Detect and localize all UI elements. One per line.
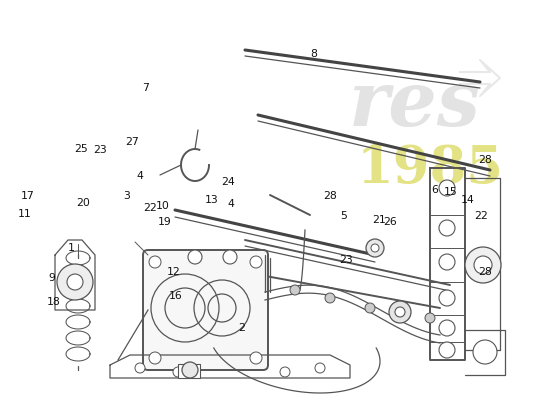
- Text: res: res: [349, 68, 481, 142]
- Text: 22: 22: [474, 211, 488, 221]
- Text: 10: 10: [155, 201, 169, 211]
- Text: 9: 9: [49, 273, 56, 283]
- Text: 20: 20: [76, 198, 91, 208]
- Circle shape: [439, 320, 455, 336]
- Circle shape: [439, 342, 455, 358]
- Circle shape: [425, 313, 435, 323]
- Text: 14: 14: [461, 195, 474, 205]
- Circle shape: [280, 367, 290, 377]
- Circle shape: [400, 310, 410, 320]
- Text: 24: 24: [221, 177, 235, 187]
- Text: 5: 5: [340, 211, 347, 221]
- Circle shape: [135, 363, 145, 373]
- Circle shape: [395, 307, 405, 317]
- Text: 28: 28: [323, 191, 337, 201]
- Text: 1: 1: [68, 243, 75, 253]
- Text: 17: 17: [21, 191, 34, 201]
- Circle shape: [223, 250, 237, 264]
- Text: 4: 4: [137, 171, 144, 181]
- Text: 22: 22: [143, 203, 157, 213]
- Circle shape: [389, 301, 411, 323]
- Text: 28: 28: [478, 155, 492, 165]
- Circle shape: [473, 340, 497, 364]
- Text: 19: 19: [158, 217, 172, 227]
- Circle shape: [371, 244, 379, 252]
- Text: 18: 18: [47, 297, 60, 307]
- Circle shape: [173, 367, 183, 377]
- Circle shape: [67, 274, 83, 290]
- Circle shape: [439, 290, 455, 306]
- Circle shape: [474, 256, 492, 274]
- Text: 23: 23: [93, 145, 107, 155]
- Text: 11: 11: [18, 209, 32, 219]
- Circle shape: [250, 256, 262, 268]
- Text: 28: 28: [478, 267, 492, 277]
- Circle shape: [182, 362, 198, 378]
- Text: 26: 26: [384, 217, 397, 227]
- Text: 16: 16: [169, 291, 183, 301]
- Bar: [178, 364, 200, 378]
- Text: 2: 2: [239, 323, 245, 333]
- Text: 7: 7: [142, 83, 149, 93]
- Circle shape: [325, 293, 335, 303]
- Circle shape: [465, 247, 501, 283]
- FancyBboxPatch shape: [143, 250, 268, 370]
- Circle shape: [439, 220, 455, 236]
- Text: 3: 3: [123, 191, 130, 201]
- Circle shape: [439, 254, 455, 270]
- Circle shape: [149, 352, 161, 364]
- Text: 4: 4: [228, 199, 234, 209]
- Text: 6: 6: [431, 185, 438, 195]
- Circle shape: [365, 303, 375, 313]
- Text: 21: 21: [372, 215, 386, 225]
- Text: 13: 13: [205, 195, 219, 205]
- Circle shape: [439, 180, 455, 196]
- Text: 15: 15: [444, 187, 458, 197]
- Circle shape: [250, 352, 262, 364]
- Circle shape: [366, 239, 384, 257]
- Text: 27: 27: [125, 137, 139, 147]
- Text: 1985: 1985: [356, 142, 503, 194]
- Circle shape: [315, 363, 325, 373]
- Text: 8: 8: [310, 49, 317, 59]
- Circle shape: [149, 256, 161, 268]
- Circle shape: [57, 264, 93, 300]
- Text: 12: 12: [166, 267, 180, 277]
- Circle shape: [188, 250, 202, 264]
- Text: 25: 25: [74, 144, 88, 154]
- Text: 23: 23: [340, 255, 353, 265]
- Circle shape: [290, 285, 300, 295]
